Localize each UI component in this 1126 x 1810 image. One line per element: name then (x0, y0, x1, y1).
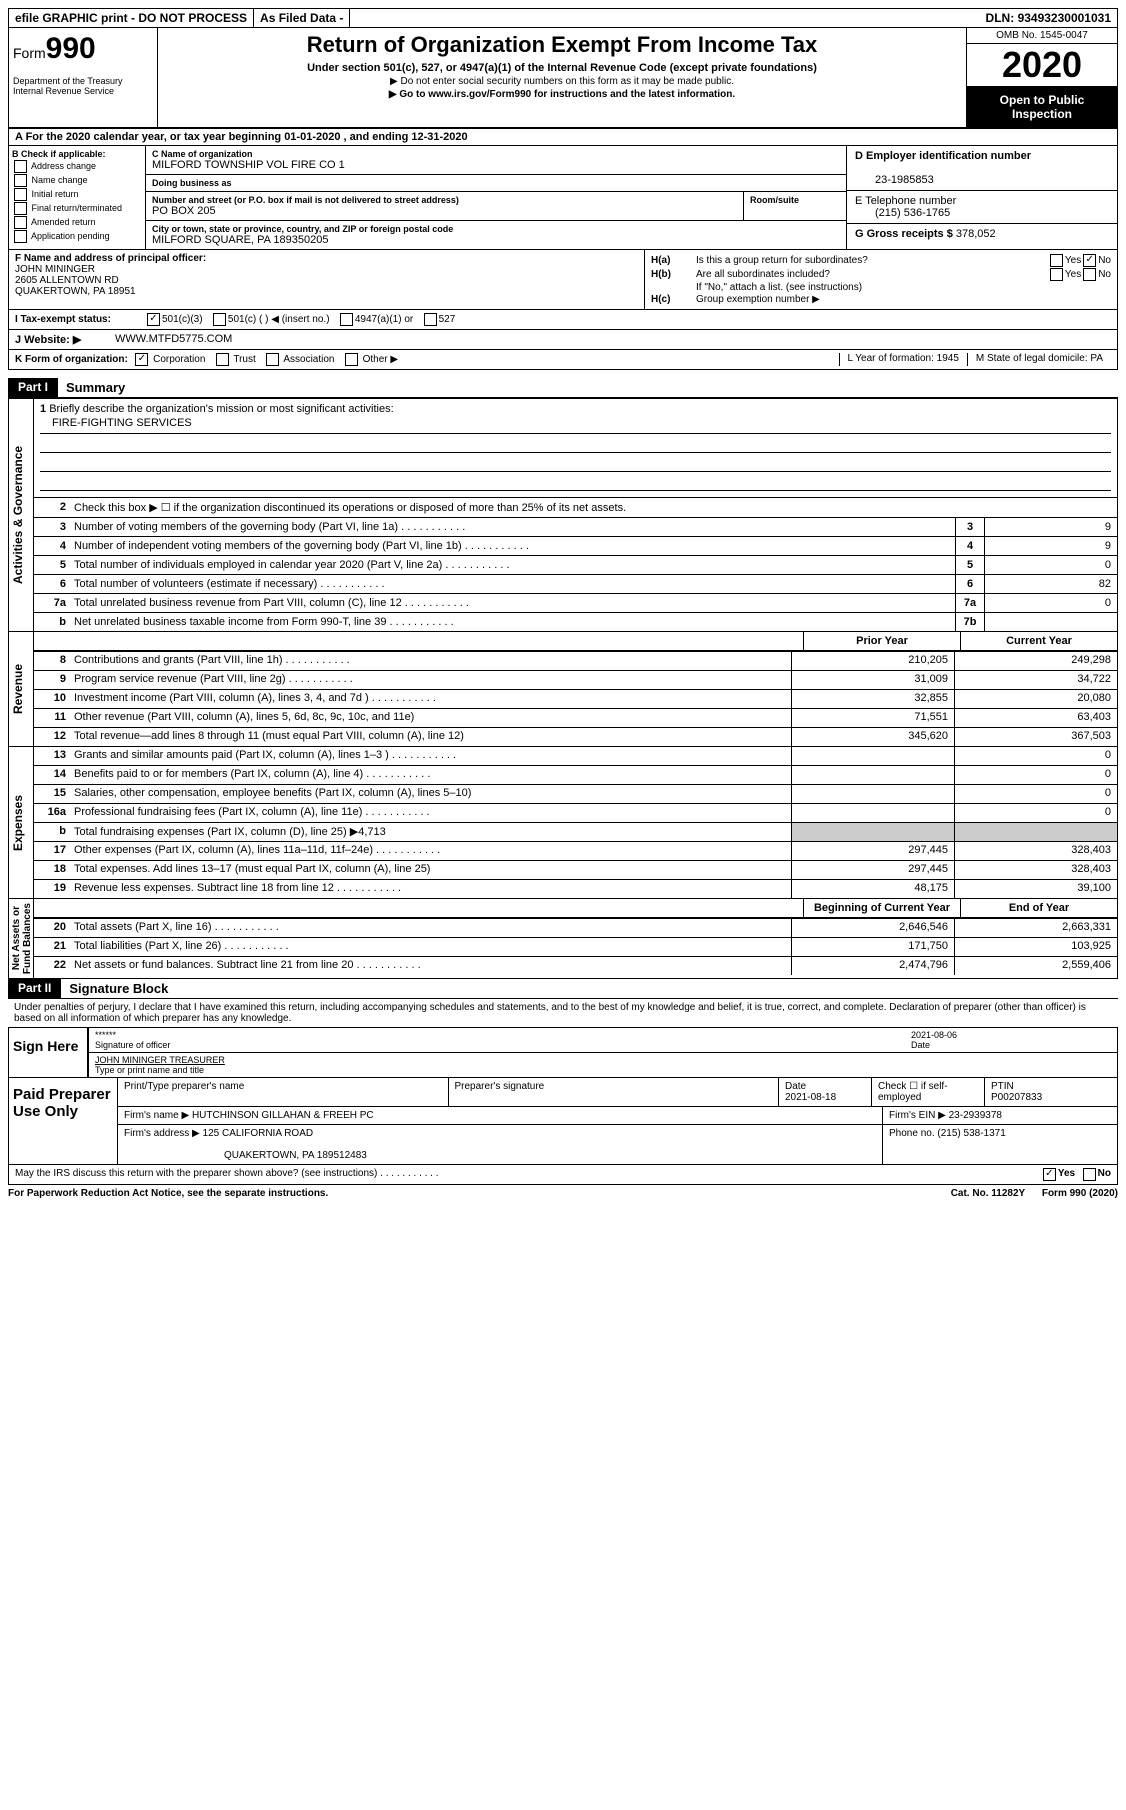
tax-year: 2020 (967, 44, 1117, 87)
header-mid: Return of Organization Exempt From Incom… (158, 28, 966, 127)
cb-initial[interactable]: Initial return (12, 188, 142, 201)
preparer-block: Paid Preparer Use Only Print/Type prepar… (8, 1078, 1118, 1165)
cb-501c[interactable] (213, 313, 226, 326)
signature-block: Sign Here ******Signature of officer 202… (8, 1027, 1118, 1078)
page-footer: For Paperwork Reduction Act Notice, see … (8, 1185, 1118, 1202)
form-header: Form990 Department of the Treasury Inter… (8, 28, 1118, 129)
street: PO BOX 205 (152, 205, 737, 217)
discuss-yes[interactable]: ✓ (1043, 1168, 1056, 1181)
cb-address[interactable]: Address change (12, 160, 142, 173)
state-domicile: M State of legal domicile: PA (967, 353, 1111, 366)
form-subtitle: Under section 501(c), 527, or 4947(a)(1)… (164, 62, 960, 74)
inspection-label: Open to Public Inspection (967, 87, 1117, 127)
org-name: MILFORD TOWNSHIP VOL FIRE CO 1 (152, 159, 840, 171)
vlabel-expenses: Expenses (9, 747, 34, 898)
box-de: D Employer identification number 23-1985… (847, 146, 1117, 249)
year-formation: L Year of formation: 1945 (839, 353, 967, 366)
header-left: Form990 Department of the Treasury Inter… (9, 28, 158, 127)
revenue-section: Revenue Prior YearCurrent Year 8Contribu… (8, 632, 1118, 747)
row-j: J Website: ▶ WWW.MTFD5775.COM (8, 330, 1118, 350)
box-h: H(a)Is this a group return for subordina… (645, 250, 1117, 309)
cb-trust[interactable] (216, 353, 229, 366)
discuss-row: May the IRS discuss this return with the… (8, 1165, 1118, 1185)
part1-header: Part I Summary (8, 378, 1118, 398)
cb-name[interactable]: Name change (12, 174, 142, 187)
top-bar: efile GRAPHIC print - DO NOT PROCESS As … (8, 8, 1118, 28)
website: WWW.MTFD5775.COM (115, 333, 232, 346)
mission-text: FIRE-FIGHTING SERVICES (40, 417, 1111, 434)
cb-assoc[interactable] (266, 353, 279, 366)
phone: (215) 536-1765 (855, 207, 950, 219)
cb-amended[interactable]: Amended return (12, 216, 142, 229)
vlabel-governance: Activities & Governance (9, 399, 34, 631)
row-a: A For the 2020 calendar year, or tax yea… (8, 129, 1118, 146)
ein: 23-1985853 (855, 174, 934, 186)
cb-corp[interactable]: ✓ (135, 353, 148, 366)
vlabel-netassets: Net Assets orFund Balances (9, 899, 34, 978)
cb-pending[interactable]: Application pending (12, 230, 142, 243)
expenses-section: Expenses 13Grants and similar amounts pa… (8, 747, 1118, 899)
discuss-no[interactable] (1083, 1168, 1096, 1181)
cb-final[interactable]: Final return/terminated (12, 202, 142, 215)
omb-number: OMB No. 1545-0047 (967, 28, 1117, 44)
box-f: F Name and address of principal officer:… (9, 250, 645, 309)
form-title: Return of Organization Exempt From Incom… (164, 32, 960, 58)
gross-receipts: 378,052 (956, 228, 996, 240)
governance-section: Activities & Governance 1 Briefly descri… (8, 398, 1118, 632)
asfiled-label: As Filed Data - (254, 9, 350, 27)
ha-yes[interactable] (1050, 254, 1063, 267)
dept-label: Department of the Treasury Internal Reve… (13, 76, 153, 96)
efile-label: efile GRAPHIC print - DO NOT PROCESS (9, 9, 254, 27)
hb-yes[interactable] (1050, 268, 1063, 281)
vlabel-revenue: Revenue (9, 632, 34, 746)
cb-4947[interactable] (340, 313, 353, 326)
form-number: Form990 (13, 32, 153, 66)
irs-link[interactable]: www.irs.gov/Form990 (428, 89, 531, 100)
perjury-text: Under penalties of perjury, I declare th… (8, 999, 1118, 1027)
note-ssn: ▶ Do not enter social security numbers o… (164, 76, 960, 87)
city: MILFORD SQUARE, PA 189350205 (152, 234, 840, 246)
info-grid: B Check if applicable: Address change Na… (8, 146, 1118, 250)
dln: DLN: 93493230001031 (980, 9, 1117, 27)
ha-no[interactable]: ✓ (1083, 254, 1096, 267)
cb-527[interactable] (424, 313, 437, 326)
row-k: K Form of organization: ✓ Corporation Tr… (8, 350, 1118, 370)
box-c: C Name of organization MILFORD TOWNSHIP … (146, 146, 847, 249)
cb-other[interactable] (345, 353, 358, 366)
box-b: B Check if applicable: Address change Na… (9, 146, 146, 249)
hb-no[interactable] (1083, 268, 1096, 281)
row-i: I Tax-exempt status: ✓ 501(c)(3) 501(c) … (8, 310, 1118, 330)
part2-header: Part II Signature Block (8, 979, 1118, 999)
header-right: OMB No. 1545-0047 2020 Open to Public In… (966, 28, 1117, 127)
row-fh: F Name and address of principal officer:… (8, 250, 1118, 310)
cb-501c3[interactable]: ✓ (147, 313, 160, 326)
netassets-section: Net Assets orFund Balances Beginning of … (8, 899, 1118, 979)
note-link: ▶ Go to www.irs.gov/Form990 for instruct… (164, 89, 960, 100)
